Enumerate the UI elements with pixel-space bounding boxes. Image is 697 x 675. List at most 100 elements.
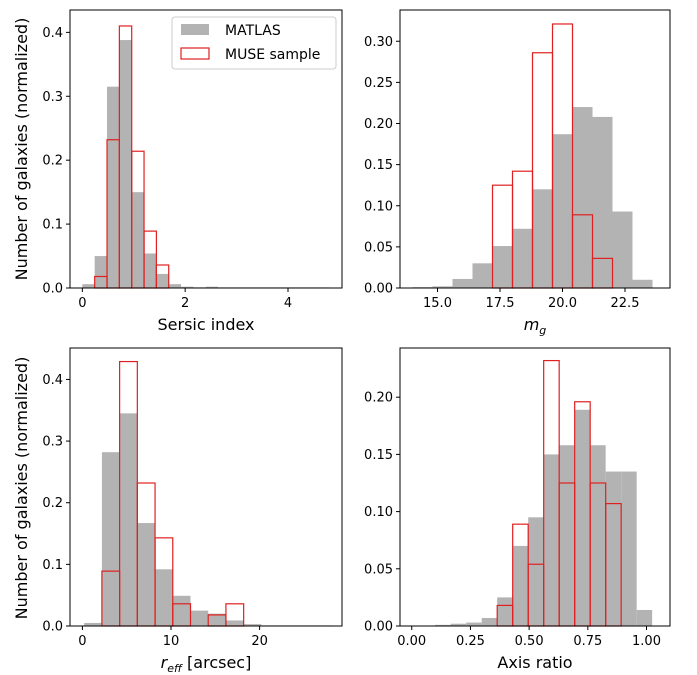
y-axis-label-top: Number of galaxies (normalized) [12,18,31,281]
axes-frame [69,347,343,627]
x-tick-label: 20 [251,634,268,649]
bar-matlas-6 [172,595,191,626]
bar-matlas-1 [82,284,95,288]
x-tick-label: 0 [78,296,86,311]
x-tick-label: 20.0 [548,296,577,311]
subplot-3: 0 10 20 0.0 0.1 0.2 0.3 0.4 reff [arcsec] [42,347,343,675]
bar-matlas-5 [497,597,513,626]
y-tick-label: 0.10 [364,505,393,520]
bar-matlas-8 [543,454,560,626]
x-tick-label: 4 [284,296,292,311]
bar-matlas-5 [155,569,173,626]
y-tick-label: 0.20 [364,117,393,132]
series-1 [84,413,333,626]
bar-matlas-7 [532,189,553,288]
y-tick-label: 0.4 [42,373,63,388]
legend-swatch-matlas [181,24,209,35]
bar-matlas-4 [481,617,498,626]
bar-matlas-5 [492,246,513,288]
bar-matlas-10 [592,116,613,288]
y-tick-label: 0.20 [364,391,393,406]
y-tick-label: 0.3 [42,90,63,105]
legend-label-matlas: MATLAS [225,23,281,39]
bar-matlas-10 [574,409,591,626]
bar-matlas-8 [552,134,573,288]
bar-matlas-7 [190,610,209,626]
bar-matlas-4 [119,40,132,289]
bar-matlas-2 [450,623,467,626]
subplots: 0 2 4 0.0 0.1 0.2 0.3 0.4 Sersic index 15.0 17.5 20… [42,9,671,675]
y-tick-label: 0.15 [364,158,393,173]
bar-matlas-8 [208,613,226,626]
bar-matlas-3 [119,413,138,626]
bar-matlas-11 [205,286,219,288]
x-tick-label: 17.5 [486,296,515,311]
bar-matlas-8 [168,284,182,288]
legend-swatch-muse [180,47,210,60]
subplot-1: 0 2 4 0.0 0.1 0.2 0.3 0.4 Sersic index [42,9,343,334]
series-1 [435,409,653,626]
y-tick-label: 0.4 [42,26,63,41]
bar-matlas-2 [101,452,120,626]
y-tick-label: 0.3 [42,435,63,450]
x-axis-label: Sersic index [157,315,254,334]
y-tick-label: 0.2 [42,154,63,169]
bar-matlas-4 [137,523,156,626]
y-tick-label: 0.05 [364,562,393,577]
x-tick-label: 0.75 [573,634,602,649]
y-tick-label: 0.1 [42,558,63,573]
x-tick-label: 0 [78,634,86,649]
y-tick-label: 0.15 [364,448,393,463]
bar-matlas-6 [512,545,529,626]
bar-matlas-11 [612,211,633,288]
y-tick-label: 0.05 [364,240,393,255]
x-tick-label: 15.0 [423,296,452,311]
y-axis-label-bottom: Number of galaxies (normalized) [12,357,31,620]
bar-matlas-5 [131,192,145,288]
bar-matlas-7 [528,517,544,626]
bar-matlas-3 [452,278,473,288]
bar-matlas-1 [84,622,102,626]
bar-matlas-12 [632,279,653,288]
axes-frame [399,347,671,627]
bar-matlas-7 [156,273,169,288]
x-tick-label: 2 [181,296,189,311]
x-tick-label: 10 [163,634,180,649]
bar-matlas-14 [636,609,653,626]
bar-matlas-3 [107,86,120,288]
legend-label-muse: MUSE sample [225,47,320,63]
bar-matlas-4 [472,263,493,288]
bar-matlas-13 [621,471,637,626]
bar-matlas-9 [572,107,593,288]
bar-matlas-9 [225,620,244,626]
x-axis-label: Axis ratio [497,653,572,672]
y-tick-label: 0.10 [364,199,393,214]
bar-matlas-2 [432,286,453,288]
bar-matlas-9 [559,445,575,626]
series-1 [412,107,653,288]
x-tick-label: 0.00 [397,634,426,649]
y-tick-label: 0.25 [364,76,393,91]
subplot-4: 0.00 0.25 0.50 0.75 1.00 0.00 0.05 0.10 0.15 0.20… [364,347,671,672]
x-tick-label: 0.25 [456,634,485,649]
bar-matlas-12 [605,471,622,626]
bar-matlas-11 [590,445,606,626]
axes-frame [399,9,671,289]
bar-matlas-2 [94,256,108,288]
x-tick-label: 22.5 [611,296,640,311]
bar-matlas-6 [512,228,533,288]
series-2 [94,25,170,289]
bar-matlas-9 [181,286,194,288]
y-tick-label: 0.00 [364,282,393,297]
bar-matlas-10 [243,624,262,626]
bar-matlas-1 [435,624,451,626]
y-tick-label: 0.2 [42,496,63,511]
y-tick-label: 0.1 [42,218,63,233]
subplot-2: 15.0 17.5 20.0 22.5 0.00 0.05 0.10 0.15 0.20 0.25… [364,9,671,337]
legend: MATLAS MUSE sample [171,16,337,70]
bar-matlas-3 [466,622,482,626]
y-tick-label: 0.0 [42,620,63,635]
x-tick-label: 1.00 [632,634,661,649]
x-tick-label: 0.50 [515,634,544,649]
